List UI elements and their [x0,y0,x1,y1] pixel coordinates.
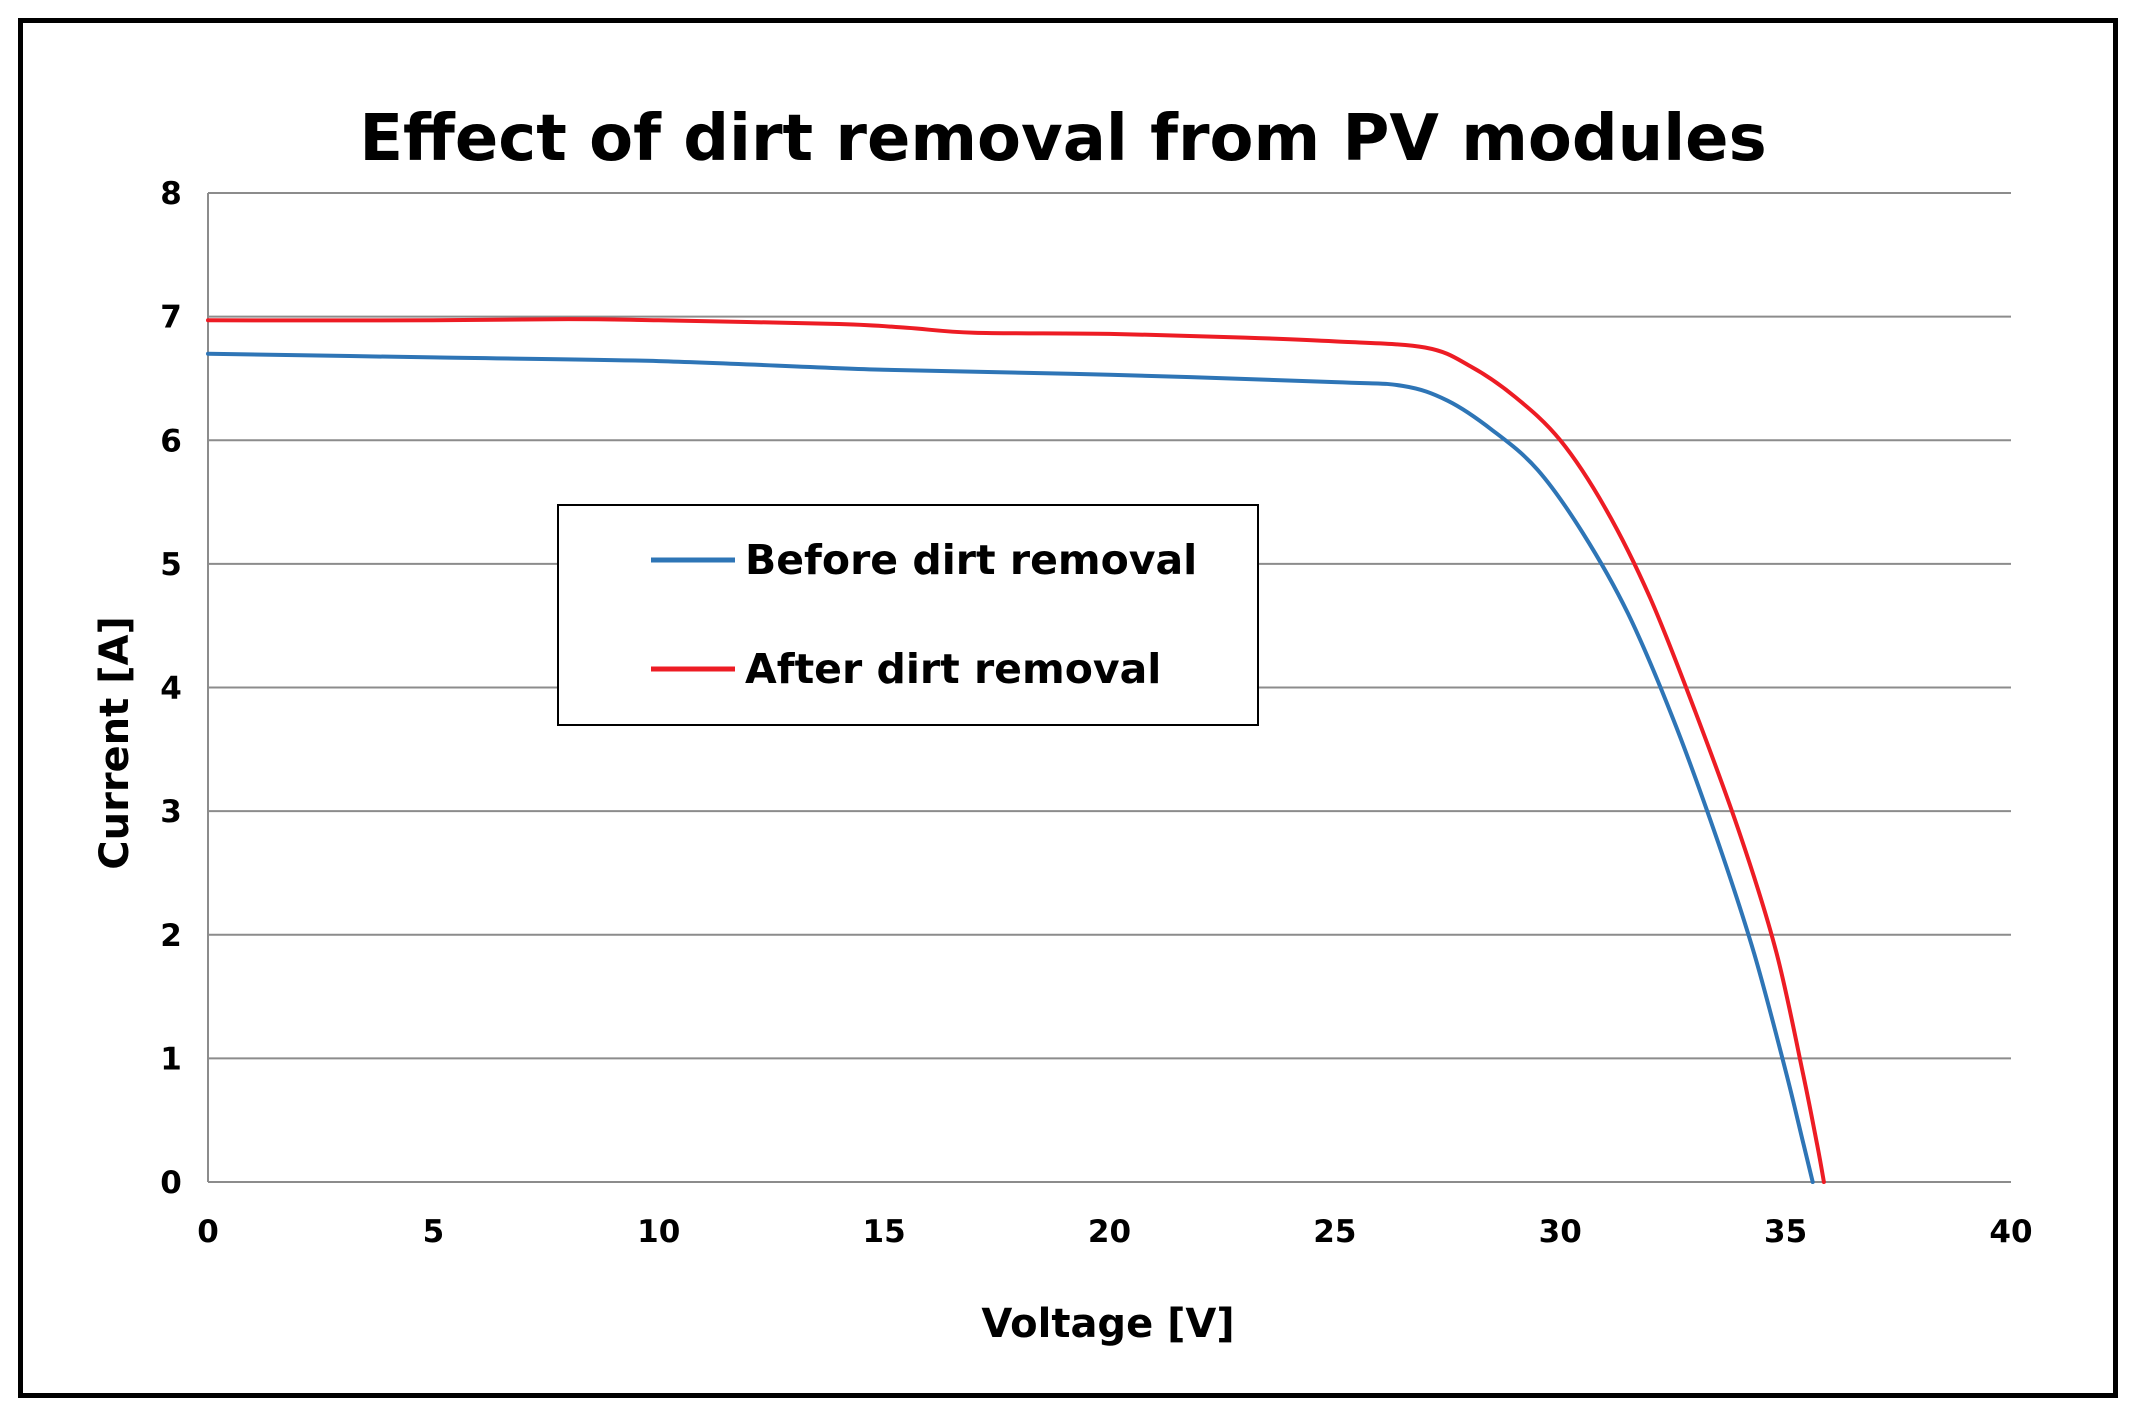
x-tick-label-15: 15 [863,1214,906,1250]
chart-title: Effect of dirt removal from PV modules [359,102,1766,176]
series-line-after-dirt-removal [206,317,1826,1184]
x-tick-label-25: 25 [1313,1214,1356,1250]
x-axis-title: Voltage [V] [981,1301,1234,1347]
x-tick-label-10: 10 [637,1214,680,1250]
y-tick-label-7: 7 [160,300,182,336]
data-series [206,317,1826,1184]
x-axis-ticks: 0 5 10 15 20 25 30 35 40 [197,1214,2032,1250]
y-axis-ticks: 0 1 2 3 4 5 6 7 8 [160,176,182,1201]
y-tick-label-8: 8 [160,176,182,212]
y-tick-label-4: 4 [160,671,182,707]
chart-svg: Effect of dirt removal from PV modules 0… [92,102,2033,1347]
legend-label-before: Before dirt removal [745,536,1197,584]
y-tick-label-5: 5 [160,547,182,583]
plot-axes [207,193,2011,1183]
x-tick-label-0: 0 [197,1214,219,1250]
y-tick-label-0: 0 [160,1165,182,1201]
series-line-before-dirt-removal [206,351,1815,1184]
y-tick-label-1: 1 [160,1041,182,1077]
x-tick-label-5: 5 [423,1214,445,1250]
y-axis-title: Current [A] [92,616,138,869]
legend: Before dirt removal After dirt removal [557,504,1259,726]
y-tick-label-6: 6 [160,423,182,459]
chart-frame: Effect of dirt removal from PV modules 0… [18,18,2118,1398]
legend-label-after: After dirt removal [745,645,1161,693]
x-tick-label-20: 20 [1088,1214,1131,1250]
legend-box [557,504,1259,726]
x-tick-label-40: 40 [1989,1214,2032,1250]
y-tick-label-3: 3 [160,794,182,830]
x-tick-label-30: 30 [1539,1214,1582,1250]
y-tick-label-2: 2 [160,918,182,954]
x-tick-label-35: 35 [1764,1214,1807,1250]
